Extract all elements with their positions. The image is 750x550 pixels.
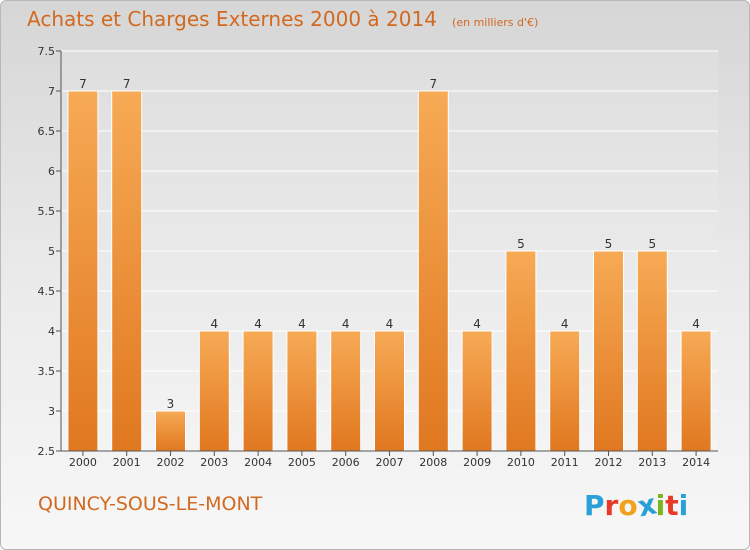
x-tick-label: 2004 — [244, 456, 272, 469]
data-label: 7 — [123, 77, 131, 91]
data-label: 4 — [298, 317, 306, 331]
bar — [198, 330, 230, 452]
bar — [67, 90, 99, 452]
x-tick-label: 2009 — [463, 456, 491, 469]
x-tick-label: 2014 — [682, 456, 710, 469]
logo-letter: r — [604, 489, 619, 522]
bar — [636, 250, 668, 452]
x-tick-label: 2013 — [638, 456, 666, 469]
y-tick-label: 3 — [48, 405, 55, 418]
y-tick-label: 4 — [48, 325, 55, 338]
x-tick-label: 2008 — [419, 456, 447, 469]
data-label: 7 — [79, 77, 87, 91]
logo-letter: t — [665, 489, 679, 522]
y-tick-label: 2.5 — [38, 445, 56, 458]
bar — [330, 330, 362, 452]
data-label: 5 — [605, 237, 613, 251]
x-tick-label: 2010 — [507, 456, 535, 469]
bar — [505, 250, 537, 452]
data-label: 4 — [473, 317, 481, 331]
bar — [680, 330, 712, 452]
x-tick-label: 2006 — [332, 456, 360, 469]
title-row: Achats et Charges Externes 2000 à 2014 (… — [27, 7, 538, 31]
bar — [461, 330, 493, 452]
bar — [111, 90, 143, 452]
y-tick-label: 3.5 — [38, 365, 56, 378]
y-tick-label: 5 — [48, 245, 55, 258]
chart-subtitle: (en milliers d'€) — [452, 16, 539, 29]
data-label: 5 — [517, 237, 525, 251]
bar — [593, 250, 624, 452]
bar — [155, 410, 186, 452]
y-tick-label: 5.5 — [38, 205, 56, 218]
bar — [286, 330, 318, 452]
x-tick-label: 2011 — [551, 456, 579, 469]
x-tick-label: 2001 — [113, 456, 141, 469]
x-tick-label: 2012 — [595, 456, 623, 469]
x-tick-label: 2007 — [376, 456, 404, 469]
x-tick-label: 2003 — [200, 456, 228, 469]
commune-name: QUINCY-SOUS-LE-MONT — [38, 493, 263, 515]
data-label: 4 — [210, 317, 218, 331]
bar — [417, 90, 449, 452]
data-label: 4 — [386, 317, 394, 331]
y-tick-label: 6 — [48, 165, 55, 178]
y-tick-label: 7.5 — [38, 45, 56, 58]
y-tick-label: 7 — [48, 85, 55, 98]
proxiti-logo[interactable]: Proxiti — [584, 487, 689, 523]
data-label: 4 — [254, 317, 262, 331]
bar — [549, 330, 581, 452]
data-label: 3 — [167, 397, 175, 411]
y-tick-label: 6.5 — [38, 125, 56, 138]
data-label: 4 — [561, 317, 569, 331]
y-tick-label: 4.5 — [38, 285, 56, 298]
data-label: 5 — [648, 237, 656, 251]
logo-letter: o — [618, 489, 638, 522]
logo-letter: P — [584, 489, 605, 522]
bar — [242, 330, 274, 452]
data-label: 4 — [342, 317, 350, 331]
x-tick-label: 2000 — [69, 456, 97, 469]
data-label: 4 — [692, 317, 700, 331]
logo-letter: i — [655, 489, 666, 522]
chart-title: Achats et Charges Externes 2000 à 2014 — [27, 7, 437, 31]
x-tick-label: 2005 — [288, 456, 316, 469]
bar — [374, 330, 405, 452]
data-label: 7 — [429, 77, 437, 91]
x-tick-label: 2002 — [157, 456, 185, 469]
logo-letter: i — [678, 489, 689, 522]
